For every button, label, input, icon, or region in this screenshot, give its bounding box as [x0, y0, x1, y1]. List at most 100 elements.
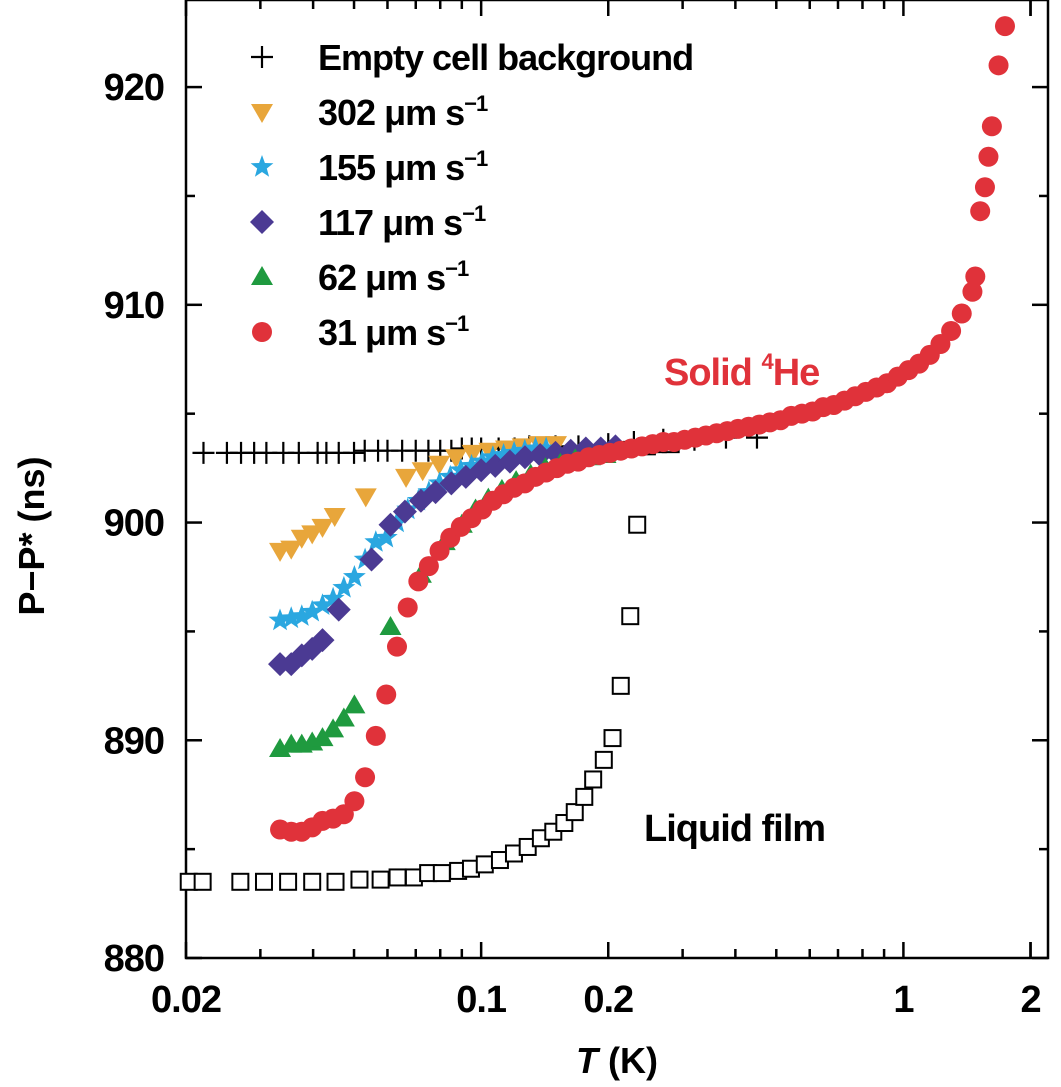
data-point [192, 441, 215, 464]
data-point [311, 593, 334, 615]
data-point [475, 855, 494, 874]
legend-label: 31 μm s−1 [318, 311, 469, 353]
series-layer [179, 16, 1015, 891]
x-axis-title-symbol: T [576, 1040, 601, 1081]
data-point [941, 320, 962, 341]
annotations: Solid 4He Liquid film [644, 349, 826, 850]
data-point [994, 16, 1015, 37]
legend: Empty cell background 302 μm s−1 155 μm s−… [250, 37, 694, 353]
data-point [594, 750, 613, 769]
data-point [423, 480, 448, 505]
data-point [388, 868, 407, 887]
data-point [343, 694, 366, 714]
data-point [481, 445, 505, 467]
y-axis-title: P−P* (ns) [11, 456, 52, 615]
data-point [575, 787, 594, 806]
annotation-liquid-film: Liquid film [644, 808, 825, 850]
data-point [478, 442, 501, 462]
legend-label: 62 μm s−1 [318, 256, 469, 298]
data-point [354, 488, 377, 508]
data-point [512, 445, 537, 470]
data-point [378, 512, 403, 537]
data-point [974, 177, 995, 198]
legend-label: Empty cell background [318, 37, 693, 78]
data-point [379, 616, 402, 636]
data-point [303, 872, 322, 891]
data-point [565, 803, 584, 822]
data-point [584, 770, 603, 789]
data-point [392, 499, 417, 524]
data-point [332, 575, 356, 598]
data-point [332, 707, 355, 727]
legend-label: 302 μm s−1 [318, 91, 488, 133]
data-point [231, 872, 250, 891]
series-6 [179, 435, 680, 891]
data-point [193, 872, 212, 891]
data-point [408, 571, 429, 592]
data-point [323, 508, 346, 528]
data-point [365, 725, 386, 746]
data-point [449, 458, 473, 480]
legend-marker [250, 155, 274, 177]
data-point [343, 441, 366, 464]
y-tick-label: 890 [104, 720, 164, 762]
data-point [492, 443, 515, 465]
data-point [326, 872, 345, 891]
data-point [322, 718, 345, 738]
data-point [364, 530, 388, 552]
y-tick-label: 920 [104, 67, 164, 109]
data-point [395, 468, 418, 488]
legend-label: 117 μm s−1 [318, 201, 486, 243]
data-point [988, 55, 1009, 76]
data-point [311, 727, 334, 747]
data-point [279, 606, 303, 629]
data-point [460, 453, 483, 476]
data-point [386, 636, 407, 657]
data-point [376, 684, 397, 705]
data-point [981, 116, 1002, 137]
x-axis-title-unit: (K) [598, 1040, 658, 1081]
data-point [321, 586, 345, 609]
data-point [445, 449, 468, 469]
data-point [432, 864, 451, 883]
y-tick-label: 900 [104, 503, 164, 545]
series-5 [270, 16, 1015, 842]
legend-marker [250, 210, 274, 234]
legend-marker [252, 322, 272, 342]
data-point [374, 525, 398, 548]
data-point [621, 607, 640, 626]
axis-ticks [184, 0, 1048, 960]
x-tick-label: 0.1 [456, 979, 507, 1021]
data-point [350, 870, 369, 889]
data-point [978, 146, 999, 167]
data-point [343, 565, 366, 587]
data-point [461, 444, 484, 464]
data-point [254, 872, 273, 891]
data-point [301, 525, 324, 545]
legend-marker [251, 46, 273, 68]
plot-frame [184, 0, 1050, 960]
data-point [359, 547, 384, 572]
data-point [300, 599, 324, 622]
tick-labels: 0.02 0.1 0.2 1 2 880 890 900 910 920 [104, 67, 1042, 1021]
x-tick-label: 0.02 [151, 979, 221, 1021]
data-point [962, 281, 983, 302]
data-point [280, 540, 303, 560]
data-point [951, 303, 972, 324]
data-point [502, 440, 526, 463]
data-point [268, 608, 292, 631]
data-point [603, 729, 622, 748]
data-point [326, 597, 351, 622]
x-tick-label: 1 [893, 979, 914, 1021]
data-point [310, 628, 335, 653]
data-point [428, 455, 451, 475]
legend-marker [251, 104, 273, 123]
data-point [411, 462, 434, 482]
x-axis-title: T (K) [576, 1040, 658, 1081]
data-point [311, 518, 334, 538]
data-point [524, 436, 547, 459]
legend-label: 155 μm s−1 [318, 146, 488, 188]
data-point [287, 441, 310, 464]
data-point [279, 872, 298, 891]
